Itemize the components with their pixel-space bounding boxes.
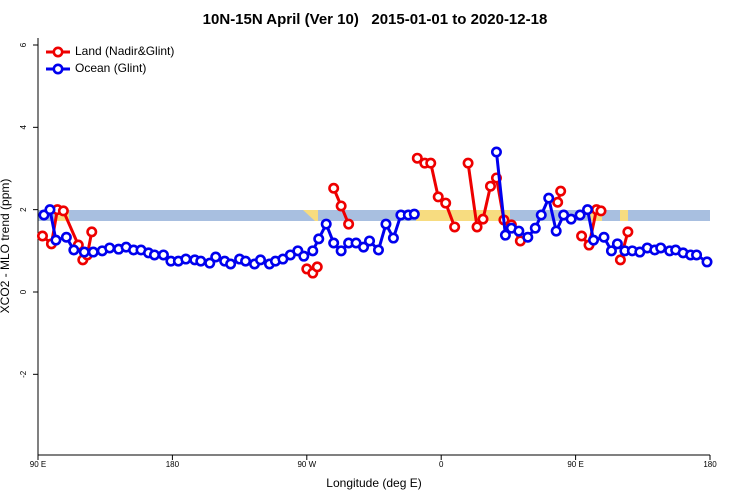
point <box>582 204 594 216</box>
point <box>313 233 325 245</box>
point <box>255 254 267 266</box>
series <box>38 146 713 270</box>
point <box>622 226 634 238</box>
point <box>78 246 90 258</box>
point <box>311 261 323 273</box>
point <box>50 234 62 246</box>
point <box>513 225 525 237</box>
point <box>298 250 310 262</box>
point <box>550 225 562 237</box>
point <box>701 256 713 268</box>
point <box>691 249 703 261</box>
point <box>471 221 483 233</box>
point <box>148 249 160 261</box>
point <box>104 242 116 254</box>
point <box>574 209 586 221</box>
point <box>387 232 399 244</box>
x-axis-label: Longitude (deg E) <box>326 476 421 490</box>
x-tick-label: 90 W <box>297 460 316 469</box>
point <box>522 231 534 243</box>
point <box>328 237 340 249</box>
background-band <box>38 210 710 221</box>
point <box>477 213 489 225</box>
point <box>611 238 623 250</box>
point <box>552 196 564 208</box>
point <box>555 185 567 197</box>
point <box>411 152 423 164</box>
point <box>380 218 392 230</box>
y-tick-label: 2 <box>19 207 28 212</box>
point <box>598 231 610 243</box>
point <box>225 258 237 270</box>
point <box>157 249 169 261</box>
point <box>529 222 541 234</box>
x-tick-label: 0 <box>439 460 444 469</box>
point <box>68 244 80 256</box>
point <box>484 180 496 192</box>
point <box>335 245 347 257</box>
point <box>195 255 207 267</box>
point <box>210 251 222 263</box>
point <box>307 245 319 257</box>
point <box>86 226 98 238</box>
land-band <box>416 210 510 221</box>
point <box>408 208 420 220</box>
legend-label: Land (Nadir&Glint) <box>75 44 174 58</box>
point <box>36 230 48 242</box>
legend-label: Ocean (Glint) <box>75 61 146 75</box>
point <box>343 218 355 230</box>
point <box>180 253 192 265</box>
point <box>44 204 56 216</box>
point <box>335 200 347 212</box>
chart-title: 10N-15N April (Ver 10) 2015-01-01 to 202… <box>203 11 548 28</box>
y-tick-label: 0 <box>19 289 28 294</box>
point <box>576 230 588 242</box>
point <box>490 146 502 158</box>
y-tick-label: 4 <box>19 125 28 130</box>
ocean-band <box>38 210 710 221</box>
point <box>358 241 370 253</box>
y-tick-label: -2 <box>19 370 28 378</box>
point <box>655 242 667 254</box>
point <box>440 197 452 209</box>
x-tick-label: 180 <box>703 460 717 469</box>
point <box>320 218 332 230</box>
x-tick-label: 90 E <box>30 460 46 469</box>
point <box>372 244 384 256</box>
x-tick-label: 90 E <box>567 460 583 469</box>
point <box>328 182 340 194</box>
point <box>462 157 474 169</box>
point <box>614 254 626 266</box>
point <box>425 157 437 169</box>
point <box>565 213 577 225</box>
point <box>57 205 69 217</box>
point <box>449 221 461 233</box>
point <box>60 231 72 243</box>
legend-marker <box>52 63 64 75</box>
x-tick-label: 180 <box>166 460 180 469</box>
point <box>535 209 547 221</box>
point <box>432 191 444 203</box>
point <box>204 257 216 269</box>
point <box>543 192 555 204</box>
point <box>240 255 252 267</box>
point <box>499 229 511 241</box>
land-band <box>303 210 318 221</box>
point <box>605 245 617 257</box>
point <box>595 205 607 217</box>
y-tick-label: 6 <box>19 42 28 47</box>
legend-marker <box>52 46 64 58</box>
legend: Land (Nadir&Glint) Ocean (Glint) <box>46 44 174 75</box>
y-axis-label: XCO2 - MLO trend (ppm) <box>0 179 12 314</box>
point <box>588 234 600 246</box>
point <box>364 235 376 247</box>
point <box>87 246 99 258</box>
land-band <box>620 210 628 221</box>
